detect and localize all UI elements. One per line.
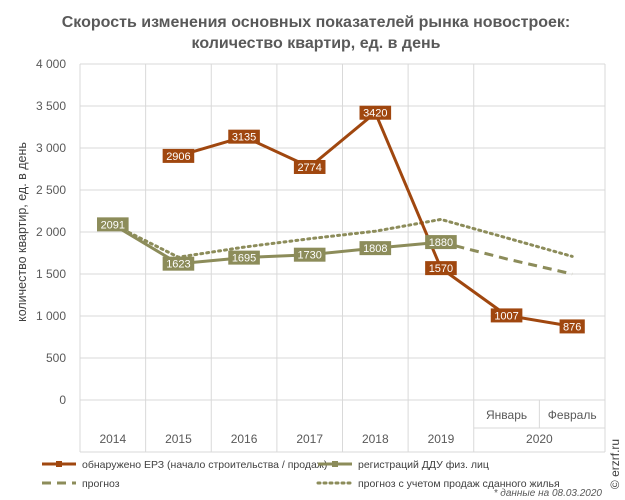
x-group-label: 2019 — [428, 432, 455, 446]
data-labels: 2091 1623 1695 1730 1808 1880 2906 3135 2774 3420… — [97, 105, 585, 334]
y-axis-title: количество квартир, ед. в день — [15, 142, 29, 322]
series-line — [177, 111, 573, 328]
legend-marker — [56, 461, 62, 467]
legend-label: прогноз с учетом продаж сданного жилья — [358, 478, 560, 490]
legend-marker — [332, 461, 338, 467]
data-label-box — [162, 148, 195, 163]
chart-title-line-2: количество квартир, ед. в день — [192, 35, 441, 52]
legend-label: обнаружено ЕРЗ (начало строительства / п… — [82, 459, 327, 471]
legend-label: прогноз — [82, 478, 120, 490]
data-label: 3135 — [232, 132, 256, 144]
x-tick-label: Январь — [486, 408, 527, 422]
y-axis-ticks: 0 500 1 000 1 500 2 000 2 500 3 000 3 500 4 000 — [36, 57, 66, 407]
data-label: 1808 — [363, 243, 387, 255]
data-label-box — [359, 105, 392, 120]
x-group-label: 2020 — [526, 432, 553, 446]
data-label-box — [228, 250, 260, 265]
y-tick-label: 1 000 — [36, 309, 66, 323]
data-label: 1730 — [297, 250, 321, 262]
footnote: * данные на 08.03.2020 — [494, 488, 603, 499]
series-line — [440, 240, 573, 276]
x-group-label: 2014 — [99, 432, 126, 446]
legend: обнаружено ЕРЗ (начало строительства / п… — [42, 459, 560, 490]
data-label-box — [293, 159, 326, 174]
data-label-box — [97, 217, 129, 232]
y-tick-label: 0 — [59, 393, 66, 407]
x-group-label: 2015 — [165, 432, 192, 446]
y-tick-label: 4 000 — [36, 57, 66, 71]
data-label-box — [162, 256, 195, 271]
x-group-label: 2016 — [231, 432, 258, 446]
data-label: 1007 — [494, 310, 518, 322]
y-tick-label: 2 000 — [36, 225, 66, 239]
y-tick-label: 2 500 — [36, 183, 66, 197]
data-label: 2906 — [166, 151, 190, 163]
data-label-box — [425, 261, 457, 276]
data-label-box — [359, 241, 392, 256]
data-label: 1623 — [166, 259, 190, 271]
data-label: 876 — [563, 321, 581, 333]
data-label: 2774 — [297, 162, 321, 174]
data-label: 1695 — [232, 253, 256, 265]
data-label: 3420 — [363, 108, 387, 120]
y-tick-label: 500 — [46, 351, 66, 365]
x-group-label: 2017 — [296, 432, 323, 446]
y-tick-label: 3 000 — [36, 141, 66, 155]
watermark: © erzrf.ru — [608, 439, 622, 489]
chart-title-line-1: Скорость изменения основных показателей … — [62, 14, 571, 31]
data-label-box — [425, 235, 457, 250]
data-label-box — [559, 319, 585, 334]
data-label: 1880 — [429, 237, 453, 249]
data-label-box — [228, 129, 260, 144]
data-label-box — [490, 308, 523, 323]
series-line — [111, 217, 574, 259]
data-label: 2091 — [101, 219, 125, 231]
y-tick-label: 3 500 — [36, 99, 66, 113]
legend-label: регистраций ДДУ физ. лиц — [358, 459, 489, 471]
gridlines — [79, 63, 606, 453]
data-label-box — [293, 247, 326, 262]
x-group-label: 2018 — [362, 432, 389, 446]
x-tick-label: Февраль — [548, 408, 597, 422]
x-axis-ticks: Январь Февраль — [486, 408, 597, 422]
y-tick-label: 1 500 — [36, 267, 66, 281]
x-axis-groups: 2014 2015 2016 2017 2018 2019 2020 — [99, 432, 553, 446]
data-label: 1570 — [429, 263, 453, 275]
